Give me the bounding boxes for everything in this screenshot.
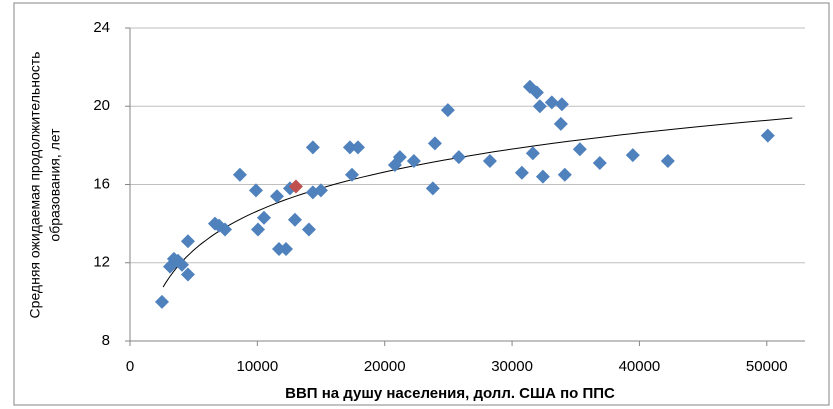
data-point: [544, 95, 559, 110]
x-tick-label: 50000: [746, 358, 788, 375]
x-tick-label: 20000: [364, 358, 406, 375]
x-tick-label: 30000: [491, 358, 533, 375]
data-point: [451, 150, 466, 165]
data-point: [218, 222, 233, 237]
data-point: [288, 179, 303, 194]
data-point: [532, 99, 547, 114]
y-tick-label: 12: [93, 254, 110, 271]
data-point: [392, 150, 407, 165]
data-point: [180, 234, 195, 249]
y-tick-label: 24: [93, 19, 110, 36]
data-point: [250, 222, 265, 237]
x-tick-label: 10000: [236, 358, 278, 375]
data-point: [313, 183, 328, 198]
data-point: [174, 257, 189, 272]
data-point: [514, 165, 529, 180]
data-point: [256, 210, 271, 225]
data-point: [440, 103, 455, 118]
data-point: [269, 189, 284, 204]
data-point: [305, 140, 320, 155]
data-point: [572, 142, 587, 157]
data-point: [406, 154, 421, 169]
data-point: [425, 181, 440, 196]
data-point: [272, 242, 287, 257]
data-point: [554, 97, 569, 112]
data-point: [232, 167, 247, 182]
y-axis-label-line: образования, лет: [47, 128, 63, 242]
x-tick-label: 0: [126, 358, 134, 375]
data-point: [342, 140, 357, 155]
trendline: [162, 117, 793, 288]
data-point: [287, 212, 302, 227]
data-point: [180, 267, 195, 282]
y-axis-label-line: Средняя ожидаемая продолжительность: [27, 52, 43, 319]
data-point: [660, 154, 675, 169]
x-axis-label: ВВП на душу населения, долл. США по ППС: [285, 385, 615, 402]
data-point: [301, 222, 316, 237]
data-point: [535, 169, 550, 184]
data-point: [427, 136, 442, 151]
data-point: [279, 242, 294, 257]
y-axis-label: Средняя ожидаемая продолжительность обра…: [27, 52, 63, 319]
data-point: [154, 294, 169, 309]
y-tick-label: 20: [93, 97, 110, 114]
data-point: [625, 148, 640, 163]
y-tick-label: 8: [102, 332, 110, 349]
data-point: [482, 154, 497, 169]
data-point: [350, 140, 365, 155]
data-point: [344, 167, 359, 182]
data-point: [553, 116, 568, 131]
y-tick-label: 16: [93, 175, 110, 192]
data-point: [525, 146, 540, 161]
data-point: [592, 155, 607, 170]
data-point: [529, 85, 544, 100]
chart-border: [13, 2, 830, 406]
data-point: [557, 167, 572, 182]
data-point: [760, 128, 775, 143]
data-point: [248, 183, 263, 198]
x-tick-label: 40000: [619, 358, 661, 375]
